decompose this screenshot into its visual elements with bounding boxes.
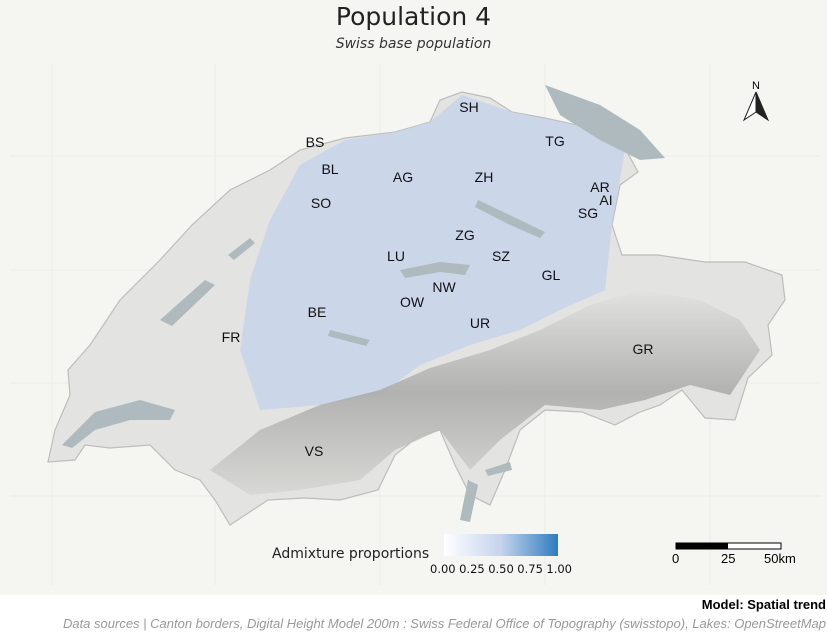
legend-tick: 0.25 <box>459 562 485 576</box>
lake-geneva <box>62 400 175 448</box>
lake-neuchatel <box>160 280 215 326</box>
lake-biel <box>228 238 255 260</box>
canton-label-ag: AG <box>393 169 413 185</box>
lake-zurich <box>475 200 545 238</box>
data-source-caption: Data sources | Canton borders, Digital H… <box>62 616 826 631</box>
canton-labels: SH BS TG BL AG ZH AR AI SO SG ZG LU SZ G… <box>222 99 654 459</box>
canton-label-tg: TG <box>545 133 564 149</box>
model-label: Model: Spatial trend <box>701 597 826 612</box>
scale-label-50km: 50km <box>764 551 796 566</box>
canton-label-ow: OW <box>400 294 425 310</box>
legend-tick: 0.50 <box>488 562 514 576</box>
north-label: N <box>752 80 760 92</box>
legend-title: Admixture proportions <box>272 546 430 562</box>
alps-relief <box>210 290 760 495</box>
lake-lucerne <box>400 262 470 278</box>
north-arrow-icon: N <box>742 80 770 122</box>
canton-label-zh: ZH <box>475 169 494 185</box>
canton-label-gr: GR <box>633 341 654 357</box>
canton-label-so: SO <box>311 195 331 211</box>
legend-tick: 0.00 <box>430 562 456 576</box>
canton-label-ai: AI <box>599 192 612 208</box>
legend-color-bar <box>444 534 558 556</box>
lake-lugano <box>485 462 512 476</box>
canton-label-be: BE <box>308 304 327 320</box>
canton-label-lu: LU <box>387 248 405 264</box>
scale-label-25: 25 <box>721 551 736 566</box>
canton-label-zg: ZG <box>455 227 474 243</box>
legend-ticks: 0.00 0.25 0.50 0.75 1.00 <box>430 562 572 576</box>
canton-label-bl: BL <box>321 161 338 177</box>
canton-label-vs: VS <box>305 443 324 459</box>
lake-constance <box>545 85 665 160</box>
scale-bar <box>675 542 782 550</box>
canton-label-ar: AR <box>590 179 609 195</box>
lake-thun <box>328 330 370 346</box>
lakes <box>62 85 665 522</box>
lake-maggiore <box>460 480 478 522</box>
canton-label-bs: BS <box>306 134 325 150</box>
canton-label-sg: SG <box>578 205 598 221</box>
canton-label-fr: FR <box>222 329 241 345</box>
canton-label-gl: GL <box>542 267 561 283</box>
canton-label-nw: NW <box>432 279 456 295</box>
canton-label-sz: SZ <box>492 248 510 264</box>
page-subtitle: Swiss base population <box>335 36 492 52</box>
canton-label-sh: SH <box>459 99 478 115</box>
switzerland-map: SH BS TG BL AG ZH AR AI SO SG ZG LU SZ G… <box>47 80 786 550</box>
legend-tick: 0.75 <box>517 562 543 576</box>
legend-tick: 1.00 <box>546 562 572 576</box>
page-title: Population 4 <box>335 2 492 31</box>
scale-label-0: 0 <box>672 551 680 566</box>
canton-label-ur: UR <box>470 315 490 331</box>
admixture-shading <box>240 95 625 410</box>
